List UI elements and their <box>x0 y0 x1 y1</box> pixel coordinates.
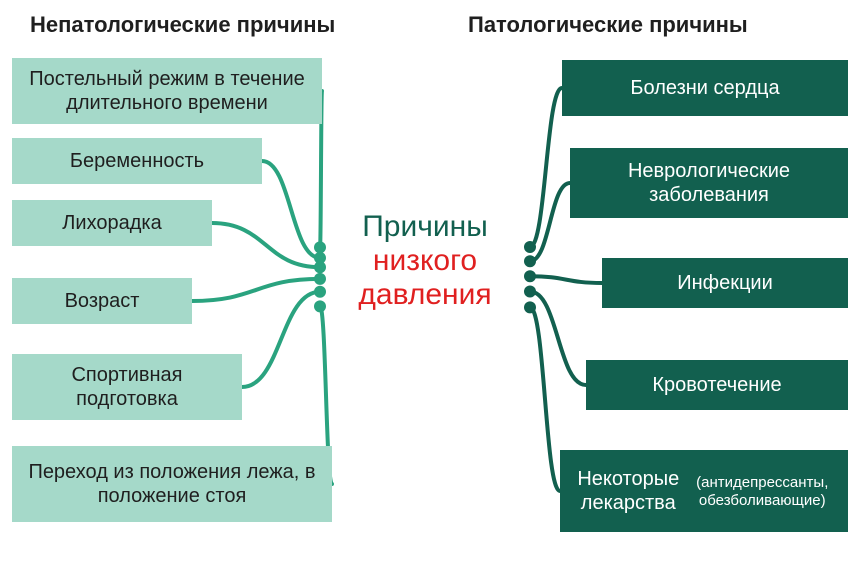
right-box-heart-label: Болезни сердца <box>630 76 779 100</box>
center-line-2: низкого <box>300 244 550 278</box>
left-box-pregnancy: Беременность <box>12 138 262 184</box>
right-box-infection-label: Инфекции <box>677 271 773 295</box>
left-box-pregnancy-label: Беременность <box>70 149 204 173</box>
left-header-text: Непатологические причины <box>30 12 335 37</box>
left-box-orthostatic-label: Переход из положения лежа, в положение с… <box>22 460 322 508</box>
right-box-infection: Инфекции <box>602 258 848 308</box>
right-column-header: Патологические причины <box>468 12 748 38</box>
left-box-sport-label: Спортивная подготовка <box>22 363 232 411</box>
left-box-age-label: Возраст <box>65 289 140 313</box>
center-title: Причины низкого давления <box>300 210 550 312</box>
diagram-canvas: Непатологические причины Патологические … <box>0 0 860 583</box>
right-box-meds-label: Некоторые лекарства <box>570 467 687 515</box>
right-box-neuro: Неврологические заболевания <box>570 148 848 218</box>
left-column-header: Непатологические причины <box>30 12 335 38</box>
left-box-bed-rest-label: Постельный режим в течение длительного в… <box>22 67 312 115</box>
left-box-fever: Лихорадка <box>12 200 212 246</box>
center-line-3: давления <box>300 278 550 312</box>
right-box-heart: Болезни сердца <box>562 60 848 116</box>
left-box-age: Возраст <box>12 278 192 324</box>
right-box-meds-sublabel: (антидепрессанты, обезболивающие) <box>687 474 838 510</box>
left-box-sport: Спортивная подготовка <box>12 354 242 420</box>
center-line-1: Причины <box>300 210 550 244</box>
right-box-bleeding-label: Кровотечение <box>652 373 781 397</box>
left-box-orthostatic: Переход из положения лежа, в положение с… <box>12 446 332 522</box>
left-box-bed-rest: Постельный режим в течение длительного в… <box>12 58 322 124</box>
right-box-bleeding: Кровотечение <box>586 360 848 410</box>
right-box-meds: Некоторые лекарства(антидепрессанты, обе… <box>560 450 848 532</box>
left-box-fever-label: Лихорадка <box>62 211 161 235</box>
right-header-text: Патологические причины <box>468 12 748 37</box>
right-box-neuro-label: Неврологические заболевания <box>580 159 838 207</box>
